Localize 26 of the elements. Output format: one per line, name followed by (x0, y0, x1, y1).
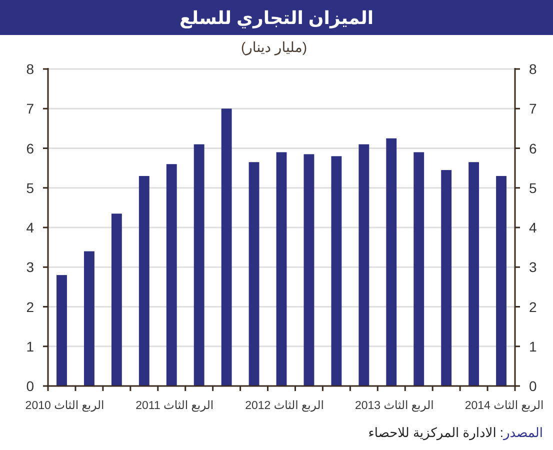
y2tick-label: 8 (529, 61, 537, 77)
ytick-label: 3 (26, 259, 34, 276)
xtick-label: الربع الثاث 2011 (136, 400, 214, 412)
y2tick-label: 5 (529, 180, 537, 196)
ytick-label: 6 (26, 140, 34, 156)
xtick-label: الربع الثاث 2010 (25, 400, 104, 412)
xtick-label: الربع الثاث 2013 (354, 400, 434, 412)
ytick-label: 7 (26, 100, 34, 117)
title: الميزان التجاري للسلع (180, 8, 374, 28)
xtick-label: الربع الثاث 2012 (245, 400, 324, 412)
xtick-label: الربع الثاث 2014 (464, 400, 544, 412)
annotation: المصدر: الادارة المركزية للاحصاء (368, 425, 543, 440)
y2tick-label: 7 (529, 100, 537, 117)
ytick-label: 2 (26, 298, 34, 315)
ytick-label: 8 (26, 61, 34, 77)
ytick-label: 0 (26, 378, 34, 394)
y2tick-label: 6 (529, 140, 537, 156)
y2tick-label: 4 (529, 220, 537, 236)
y2tick-label: 0 (529, 378, 537, 394)
y2tick-label: 3 (529, 259, 537, 276)
y2tick-label: 1 (529, 338, 537, 354)
ytick-label: 5 (26, 180, 34, 196)
y2tick-label: 2 (529, 298, 537, 315)
ytick-label: 4 (26, 220, 34, 236)
subtitle: (مليار دينار) (241, 39, 307, 55)
ytick-label: 1 (26, 338, 34, 354)
